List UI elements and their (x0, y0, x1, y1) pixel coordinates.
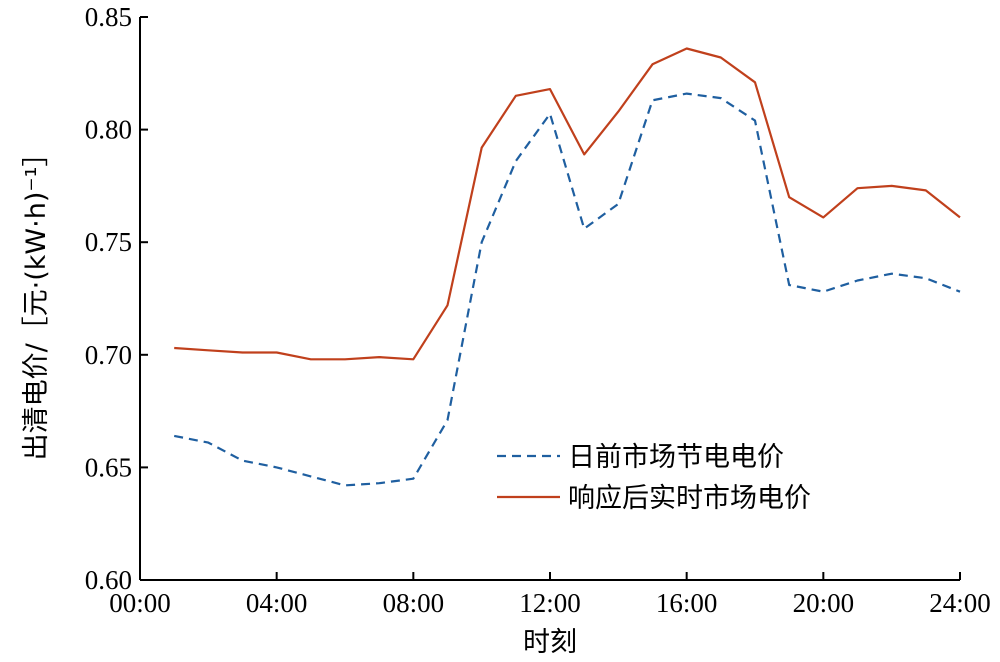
y-tick-label: 0.85 (85, 2, 132, 32)
x-tick-label: 16:00 (656, 588, 718, 618)
x-tick-label: 08:00 (383, 588, 445, 618)
y-tick-label: 0.70 (85, 340, 132, 370)
legend-label-real-time: 响应后实时市场电价 (568, 483, 811, 514)
x-tick-label: 12:00 (519, 588, 581, 618)
y-tick-label: 0.65 (85, 452, 132, 482)
legend-label-day-ahead: 日前市场节电电价 (568, 442, 784, 473)
x-tick-label: 00:00 (109, 588, 171, 618)
y-axis-title: 出清电价/［元·(kW·h)⁻¹］ (21, 140, 52, 461)
x-tick-label: 20:00 (793, 588, 855, 618)
y-tick-label: 0.60 (85, 565, 132, 595)
y-tick-label: 0.80 (85, 115, 132, 145)
series-line-real-time (174, 47, 961, 361)
y-tick-label: 0.75 (85, 227, 132, 257)
x-tick-label: 04:00 (246, 588, 308, 618)
ticks: 0.60 0.65 0.70 0.75 0.80 0.85 00:00 04:00 08:00 1… (85, 2, 991, 618)
x-axis-title: 时刻 (523, 627, 577, 658)
legend: 日前市场节电电价 响应后实时市场电价 (497, 442, 811, 514)
series-lines (173, 47, 961, 487)
series-line-day-ahead (173, 92, 961, 487)
axes (139, 17, 960, 581)
x-tick-label: 24:00 (929, 588, 991, 618)
